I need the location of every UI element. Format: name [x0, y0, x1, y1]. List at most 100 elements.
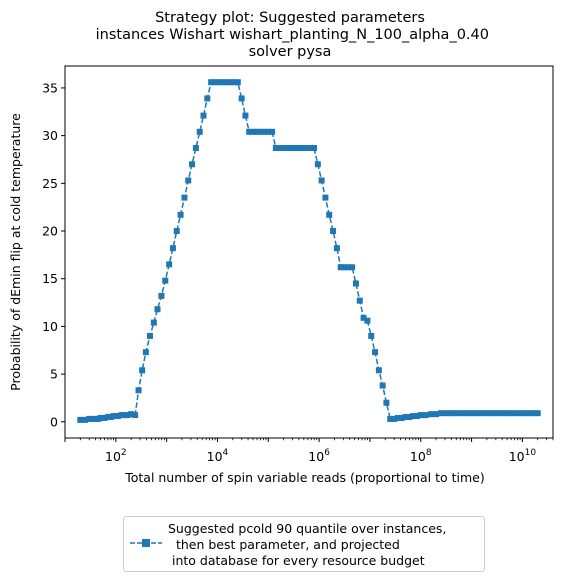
data-point-marker	[219, 79, 226, 86]
data-point-marker	[499, 410, 506, 417]
data-point-marker	[345, 264, 352, 271]
data-point-marker	[352, 280, 359, 287]
data-point-marker	[110, 413, 117, 420]
data-point-marker	[391, 415, 398, 422]
data-point-marker	[314, 161, 321, 168]
data-point-marker	[341, 264, 348, 271]
x-tick-label: 1010	[509, 448, 537, 464]
y-tick-label: 5	[50, 367, 58, 382]
data-point-marker	[364, 317, 371, 324]
data-point-marker	[227, 79, 234, 86]
data-point-marker	[295, 145, 302, 152]
data-point-marker	[383, 399, 390, 406]
data-point-marker	[458, 410, 465, 417]
data-point-marker	[169, 245, 176, 252]
x-tick-label: 108	[410, 448, 432, 464]
data-point-marker	[494, 410, 501, 417]
data-point-marker	[326, 211, 333, 218]
data-point-marker	[211, 79, 218, 86]
y-tick-label: 15	[42, 271, 58, 286]
data-point-marker	[288, 145, 295, 152]
data-point-marker	[77, 416, 84, 423]
x-tick-label: 102	[105, 448, 127, 464]
data-point-marker	[422, 412, 429, 419]
axes-frame	[64, 65, 554, 439]
y-tick-label: 20	[42, 224, 58, 239]
y-tick-label: 0	[50, 414, 58, 429]
data-point-marker	[135, 387, 142, 394]
legend-line-marker-icon	[130, 539, 162, 547]
x-axis-label: Total number of spin variable reads (pro…	[124, 470, 485, 485]
data-point-marker	[200, 112, 207, 119]
data-point-marker	[417, 412, 424, 419]
data-point-marker	[142, 349, 149, 356]
data-point-marker	[375, 367, 382, 374]
y-tick-label: 35	[42, 80, 58, 95]
data-point-marker	[406, 414, 413, 421]
data-point-marker	[82, 416, 89, 423]
data-point-marker	[146, 332, 153, 339]
data-point-marker	[101, 414, 108, 421]
data-point-marker	[478, 410, 485, 417]
data-point-marker	[394, 414, 401, 421]
data-point-marker	[124, 412, 131, 419]
data-point-marker	[253, 128, 260, 135]
data-point-marker	[189, 161, 196, 168]
data-point-marker	[265, 128, 272, 135]
data-point-marker	[139, 367, 146, 374]
data-point-marker	[524, 410, 531, 417]
data-point-marker	[238, 95, 245, 102]
data-point-marker	[272, 145, 279, 152]
data-point-marker	[242, 112, 249, 119]
data-point-marker	[261, 128, 268, 135]
data-point-marker	[468, 410, 475, 417]
y-tick-label: 30	[42, 128, 58, 143]
data-point-marker	[166, 261, 173, 268]
y-axis: 0 5 10 15 20 25 30 35	[42, 80, 65, 429]
data-point-marker	[372, 349, 379, 356]
data-point-marker	[196, 128, 203, 135]
data-point-marker	[483, 410, 490, 417]
data-point-marker	[387, 415, 394, 422]
data-point-marker	[192, 145, 199, 152]
data-point-marker	[368, 332, 375, 339]
data-point-marker	[529, 410, 536, 417]
data-point-marker	[514, 410, 521, 417]
plot-area	[77, 79, 541, 423]
data-point-marker	[276, 145, 283, 152]
data-point-marker	[473, 410, 480, 417]
data-point-marker	[204, 95, 211, 102]
x-axis: 102 104 106 108 1010	[64, 438, 554, 464]
data-point-marker	[230, 79, 237, 86]
data-point-marker	[534, 410, 541, 417]
data-point-marker	[234, 79, 241, 86]
data-point-marker	[154, 306, 161, 313]
data-point-marker	[410, 413, 417, 420]
data-point-marker	[333, 245, 340, 252]
x-tick-label: 104	[207, 448, 229, 464]
data-point-marker	[128, 411, 135, 418]
series-line	[80, 81, 538, 421]
data-point-marker	[360, 314, 367, 321]
data-point-marker	[150, 319, 157, 326]
data-point-marker	[402, 414, 409, 421]
data-point-marker	[291, 145, 298, 152]
data-point-marker	[307, 145, 314, 152]
data-point-marker	[269, 128, 276, 135]
data-point-marker	[433, 411, 440, 418]
data-point-marker	[443, 410, 450, 417]
data-point-marker	[349, 264, 356, 271]
x-tick-label: 106	[308, 448, 330, 464]
data-point-marker	[488, 410, 495, 417]
data-point-marker	[118, 412, 125, 419]
data-point-marker	[463, 410, 470, 417]
data-point-marker	[284, 145, 291, 152]
data-point-marker	[299, 145, 306, 152]
data-point-marker	[398, 414, 405, 421]
data-point-marker	[437, 410, 444, 417]
data-point-marker	[215, 79, 222, 86]
data-point-marker	[453, 410, 460, 417]
data-point-marker	[519, 410, 526, 417]
data-point-marker	[311, 145, 318, 152]
